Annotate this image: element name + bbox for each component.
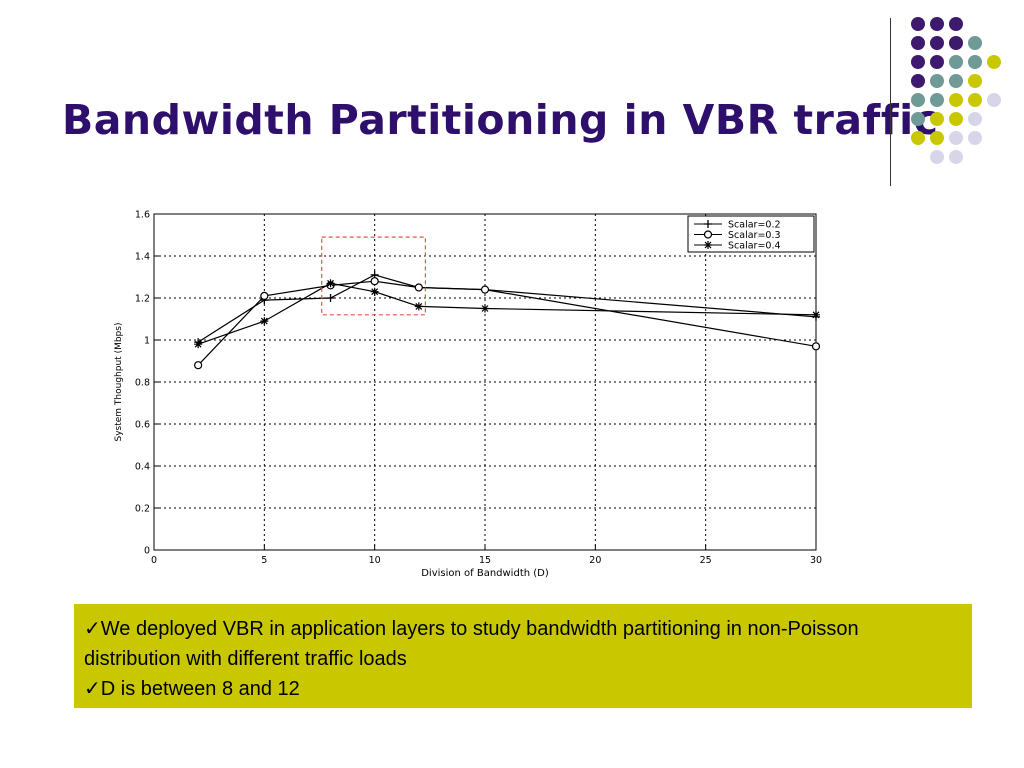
bullet-box: ✓We deployed VBR in application layers t… [74, 604, 972, 708]
bullet-item: ✓D is between 8 and 12 [84, 674, 960, 704]
bullet-text: We deployed VBR in application layers to… [84, 618, 859, 670]
data-point [811, 342, 821, 351]
data-point [326, 294, 335, 302]
decor-dot [930, 36, 944, 50]
series-2 [194, 277, 821, 370]
y-tick-label: 0.8 [135, 378, 150, 389]
legend-marker [704, 241, 712, 249]
decor-dot [968, 93, 982, 107]
y-axis-label: System Thoughput (Mbps) [114, 323, 124, 442]
data-point [414, 302, 423, 311]
data-point [414, 283, 423, 292]
legend-label: Scalar=0.2 [728, 220, 781, 231]
legend-marker [703, 230, 713, 239]
y-tick-label: 0 [144, 546, 150, 557]
legend-marker [704, 220, 712, 228]
checkmark-icon: ✓ [84, 678, 101, 700]
x-tick-label: 15 [479, 555, 491, 566]
y-tick-label: 0.2 [135, 504, 150, 515]
legend-label: Scalar=0.4 [728, 241, 781, 252]
decor-dot [968, 74, 982, 88]
x-tick-label: 30 [810, 555, 822, 566]
decor-dot [911, 55, 925, 69]
decor-dot [968, 112, 982, 126]
x-tick-label: 25 [700, 555, 712, 566]
decor-dot [930, 74, 944, 88]
decor-dot [949, 93, 963, 107]
decor-dot [949, 36, 963, 50]
x-axis-label: Division of Bandwidth (D) [421, 568, 549, 579]
decor-dot [930, 17, 944, 31]
data-point [480, 285, 490, 294]
data-point [260, 291, 269, 301]
decor-dot [968, 36, 982, 50]
decor-dot [949, 150, 963, 164]
y-tick-label: 0.6 [135, 420, 150, 431]
decor-dot [987, 55, 1001, 69]
decorative-dot-cluster [911, 17, 1001, 164]
x-tick-label: 5 [261, 555, 267, 566]
decor-dot [911, 36, 925, 50]
decor-dot [968, 131, 982, 145]
decor-dot [930, 150, 944, 164]
slide-title: Bandwidth Partitioning in VBR traffic [62, 96, 939, 144]
y-tick-label: 1.4 [135, 252, 150, 263]
x-tick-label: 20 [589, 555, 601, 566]
bullet-item: ✓We deployed VBR in application layers t… [84, 614, 960, 674]
data-point [370, 277, 379, 286]
data-point [481, 304, 489, 313]
decor-dot [911, 74, 925, 88]
decor-dot [949, 55, 963, 69]
data-point [370, 287, 379, 296]
y-tick-label: 1.2 [135, 294, 150, 305]
decor-dot [949, 112, 963, 126]
checkmark-icon: ✓ [84, 618, 101, 640]
title-divider [890, 18, 891, 186]
decor-dot [949, 17, 963, 31]
decor-dot [949, 74, 963, 88]
x-tick-label: 10 [369, 555, 381, 566]
highlight-box [321, 236, 427, 316]
decor-dot [949, 131, 963, 145]
decor-dot [911, 17, 925, 31]
data-point [812, 310, 820, 319]
decor-dot [968, 55, 982, 69]
y-tick-label: 1.6 [135, 210, 150, 221]
data-point [194, 340, 203, 349]
legend-label: Scalar=0.3 [728, 230, 781, 241]
decor-dot [930, 55, 944, 69]
data-point [260, 317, 269, 326]
series-3 [194, 279, 820, 349]
y-tick-label: 0.4 [135, 462, 150, 473]
data-point [326, 279, 335, 288]
data-point [194, 361, 203, 370]
bullet-text: D is between 8 and 12 [100, 678, 300, 700]
throughput-chart: 0 5 10 15 20 25 30 0 0.2 0.4 0.6 0.8 1 1.2 1.4 1.6 Divis… [114, 210, 822, 580]
y-tick-label: 1 [144, 336, 150, 347]
decor-dot [987, 93, 1001, 107]
x-tick-label: 0 [151, 555, 157, 566]
